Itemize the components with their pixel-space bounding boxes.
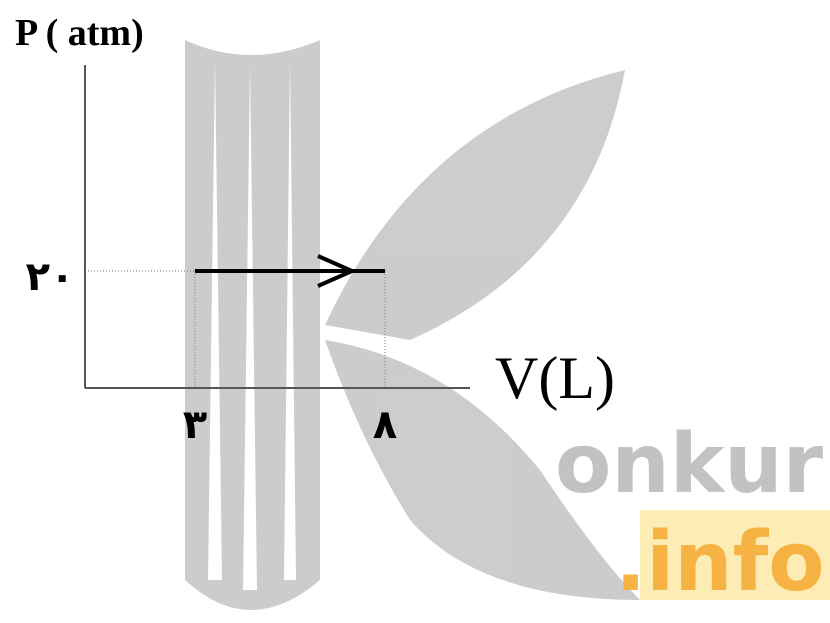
x-tick-label: ۳ — [183, 402, 207, 448]
watermark-highlight — [640, 510, 830, 600]
x-tick-label: ۸ — [373, 402, 397, 448]
axes — [84, 65, 470, 389]
process-arrow — [317, 254, 357, 288]
watermark-suffix: .info — [615, 515, 825, 610]
y-axis-label: P ( atm) — [15, 12, 144, 54]
watermark-stripes — [208, 60, 296, 590]
guides — [85, 270, 386, 388]
x-axis-label: V(L) — [495, 345, 615, 411]
watermark-upper-leaf — [325, 70, 625, 340]
y-tick-label: ۲۰ — [26, 254, 75, 300]
watermark-word: onkur — [555, 417, 824, 512]
watermark-lower-leaf — [325, 340, 640, 600]
watermark: onkur .info — [185, 40, 830, 610]
